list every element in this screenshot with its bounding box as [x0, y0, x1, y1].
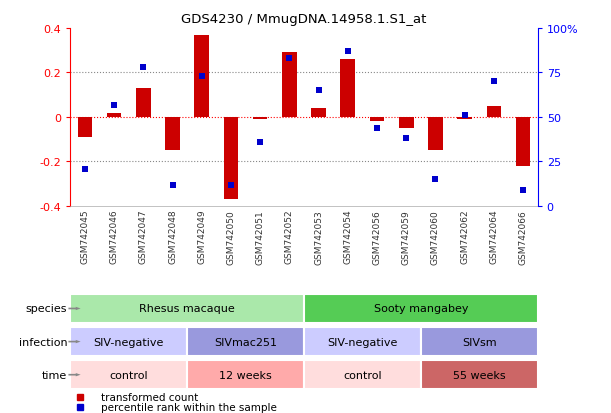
Point [197, 74, 207, 80]
Point [226, 182, 236, 188]
Bar [516, 118, 530, 166]
Point [343, 49, 353, 55]
Bar [194, 36, 209, 118]
Bar [421, 328, 538, 356]
Bar [370, 118, 384, 122]
Text: control: control [109, 370, 148, 380]
Bar [304, 328, 421, 356]
Bar [224, 118, 238, 200]
Bar [428, 118, 443, 151]
Bar [421, 361, 538, 389]
Text: transformed count: transformed count [101, 392, 198, 401]
Bar [399, 118, 414, 129]
Bar [458, 118, 472, 120]
Bar [165, 118, 180, 151]
Text: control: control [343, 370, 382, 380]
Text: Sooty mangabey: Sooty mangabey [373, 304, 468, 314]
Point [139, 65, 148, 71]
Bar [70, 294, 304, 323]
Bar [304, 294, 538, 323]
Point [109, 102, 119, 109]
Bar [304, 361, 421, 389]
Text: Rhesus macaque: Rhesus macaque [139, 304, 235, 314]
Point [431, 177, 441, 183]
Point [518, 187, 528, 194]
Bar [486, 107, 501, 118]
Text: time: time [42, 370, 67, 380]
Text: SIV-negative: SIV-negative [93, 337, 164, 347]
Text: SIVsm: SIVsm [462, 337, 497, 347]
Text: 55 weeks: 55 weeks [453, 370, 505, 380]
Bar [282, 53, 297, 118]
Bar [70, 361, 187, 389]
Point [255, 139, 265, 146]
Point [167, 182, 177, 188]
Bar [187, 328, 304, 356]
Bar [187, 361, 304, 389]
Text: SIVmac251: SIVmac251 [214, 337, 277, 347]
Text: infection: infection [18, 337, 67, 347]
Point [489, 79, 499, 85]
Text: 12 weeks: 12 weeks [219, 370, 272, 380]
Point [285, 56, 295, 62]
Point [80, 166, 90, 173]
Text: percentile rank within the sample: percentile rank within the sample [101, 402, 277, 412]
Text: species: species [26, 304, 67, 314]
Point [313, 88, 323, 94]
Title: GDS4230 / MmugDNA.14958.1.S1_at: GDS4230 / MmugDNA.14958.1.S1_at [181, 13, 426, 26]
Bar [311, 109, 326, 118]
Bar [340, 60, 355, 118]
Bar [136, 89, 150, 118]
Bar [253, 118, 268, 120]
Point [401, 136, 411, 142]
Bar [70, 328, 187, 356]
Bar [78, 118, 92, 138]
Bar [107, 113, 122, 118]
Point [459, 113, 469, 119]
Text: SIV-negative: SIV-negative [327, 337, 398, 347]
Point [372, 125, 382, 132]
